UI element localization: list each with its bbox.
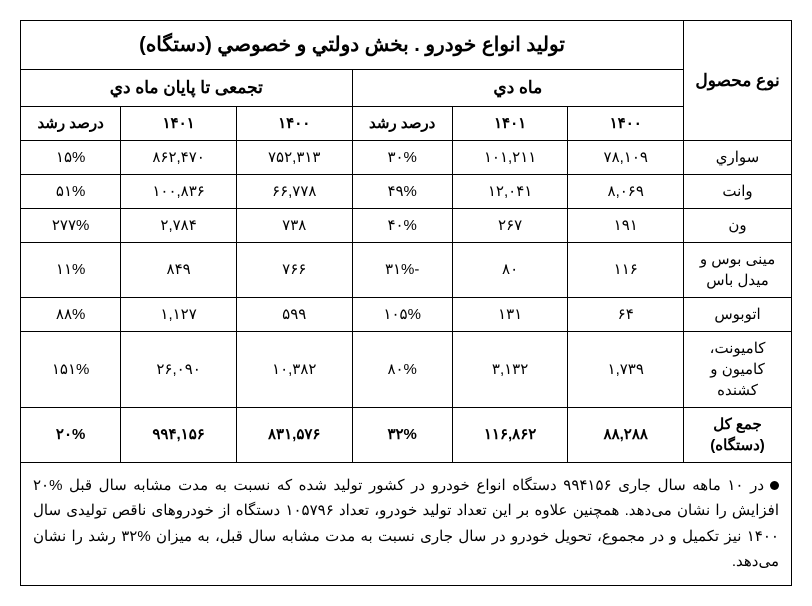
cell: ۱۰,۳۸۲ [236,331,352,407]
cell: ۵۹۹ [236,297,352,331]
col-cgrowth: درصد رشد [21,106,121,140]
table-row: ون ۱۹۱ ۲۶۷ ۴۰% ۷۳۸ ۲,۷۸۴ ۲۷۷% [21,208,792,242]
cell: ۸۰ [452,242,568,297]
cell: ۱۱% [21,242,121,297]
cell: ۱۰۰,۸۳۶ [121,174,237,208]
cell: ۴۹% [352,174,452,208]
cell: ۶۶,۷۷۸ [236,174,352,208]
cell: ۶۴ [568,297,684,331]
col-mgrowth: درصد رشد [352,106,452,140]
cell: ۴۰% [352,208,452,242]
table-row: اتوبوس ۶۴ ۱۳۱ ۱۰۵% ۵۹۹ ۱,۱۲۷ ۸۸% [21,297,792,331]
row-name: وانت [684,174,792,208]
cell: ۱۵% [21,140,121,174]
cell: ۱,۷۳۹ [568,331,684,407]
cell: ۸,۰۶۹ [568,174,684,208]
cell: ۳۰% [352,140,452,174]
cell: ۱۲,۰۴۱ [452,174,568,208]
footnote-text: در ۱۰ ماهه سال جاری ۹۹۴۱۵۶ دستگاه انواع … [33,477,779,571]
cell: ۸۶۲,۴۷۰ [121,140,237,174]
cell: ۱,۱۲۷ [121,297,237,331]
table-row: سواري ۷۸,۱۰۹ ۱۰۱,۲۱۱ ۳۰% ۷۵۲,۳۱۳ ۸۶۲,۴۷۰… [21,140,792,174]
cell: ۱۹۱ [568,208,684,242]
cell: ۸۸% [21,297,121,331]
cell: ۱۰۱,۲۱۱ [452,140,568,174]
cell: ۲۶۷ [452,208,568,242]
row-name: اتوبوس [684,297,792,331]
row-name: کامیونت، کامیون و کشنده [684,331,792,407]
cumulative-header: تجمعی تا پایان ماه دي [21,70,353,107]
col-c1400: ۱۴۰۰ [236,106,352,140]
table-row: مینی بوس و میدل باس ۱۱۶ ۸۰ -۳۱% ۷۶۶ ۸۴۹ … [21,242,792,297]
row-name: مینی بوس و میدل باس [684,242,792,297]
bullet-icon [770,481,779,490]
cell: ۸۰% [352,331,452,407]
cell: ۹۹۴,۱۵۶ [121,407,237,462]
vehicle-production-table: نوع محصول تولید انواع خودرو . بخش دولتي … [20,20,792,586]
cell: ۱۳۱ [452,297,568,331]
cell: ۳۲% [352,407,452,462]
row-name: ون [684,208,792,242]
cell: -۳۱% [352,242,452,297]
col-m1401: ۱۴۰۱ [452,106,568,140]
cell: ۷۶۶ [236,242,352,297]
col-c1401: ۱۴۰۱ [121,106,237,140]
cell: ۳,۱۳۲ [452,331,568,407]
cell: ۷۵۲,۳۱۳ [236,140,352,174]
cell: ۸۸,۲۸۸ [568,407,684,462]
cell: ۷۳۸ [236,208,352,242]
product-type-header: نوع محصول [684,21,792,141]
cell: ۱۱۶ [568,242,684,297]
total-name: جمع کل (دستگاه) [684,407,792,462]
cell: ۸۴۹ [121,242,237,297]
cell: ۱۵۱% [21,331,121,407]
cell: ۵۱% [21,174,121,208]
cell: ۱۱۶,۸۶۲ [452,407,568,462]
cell: ۲۶,۰۹۰ [121,331,237,407]
cell: ۲,۷۸۴ [121,208,237,242]
cell: ۲۷۷% [21,208,121,242]
cell: ۸۳۱,۵۷۶ [236,407,352,462]
cell: ۲۰% [21,407,121,462]
total-row: جمع کل (دستگاه) ۸۸,۲۸۸ ۱۱۶,۸۶۲ ۳۲% ۸۳۱,۵… [21,407,792,462]
col-m1400: ۱۴۰۰ [568,106,684,140]
cell: ۷۸,۱۰۹ [568,140,684,174]
monthly-header: ماه دي [352,70,684,107]
row-name: سواري [684,140,792,174]
table-row: کامیونت، کامیون و کشنده ۱,۷۳۹ ۳,۱۳۲ ۸۰% … [21,331,792,407]
table-row: وانت ۸,۰۶۹ ۱۲,۰۴۱ ۴۹% ۶۶,۷۷۸ ۱۰۰,۸۳۶ ۵۱% [21,174,792,208]
footnote: در ۱۰ ماهه سال جاری ۹۹۴۱۵۶ دستگاه انواع … [21,462,792,585]
table-title: تولید انواع خودرو . بخش دولتي و خصوصي (د… [21,21,684,70]
cell: ۱۰۵% [352,297,452,331]
